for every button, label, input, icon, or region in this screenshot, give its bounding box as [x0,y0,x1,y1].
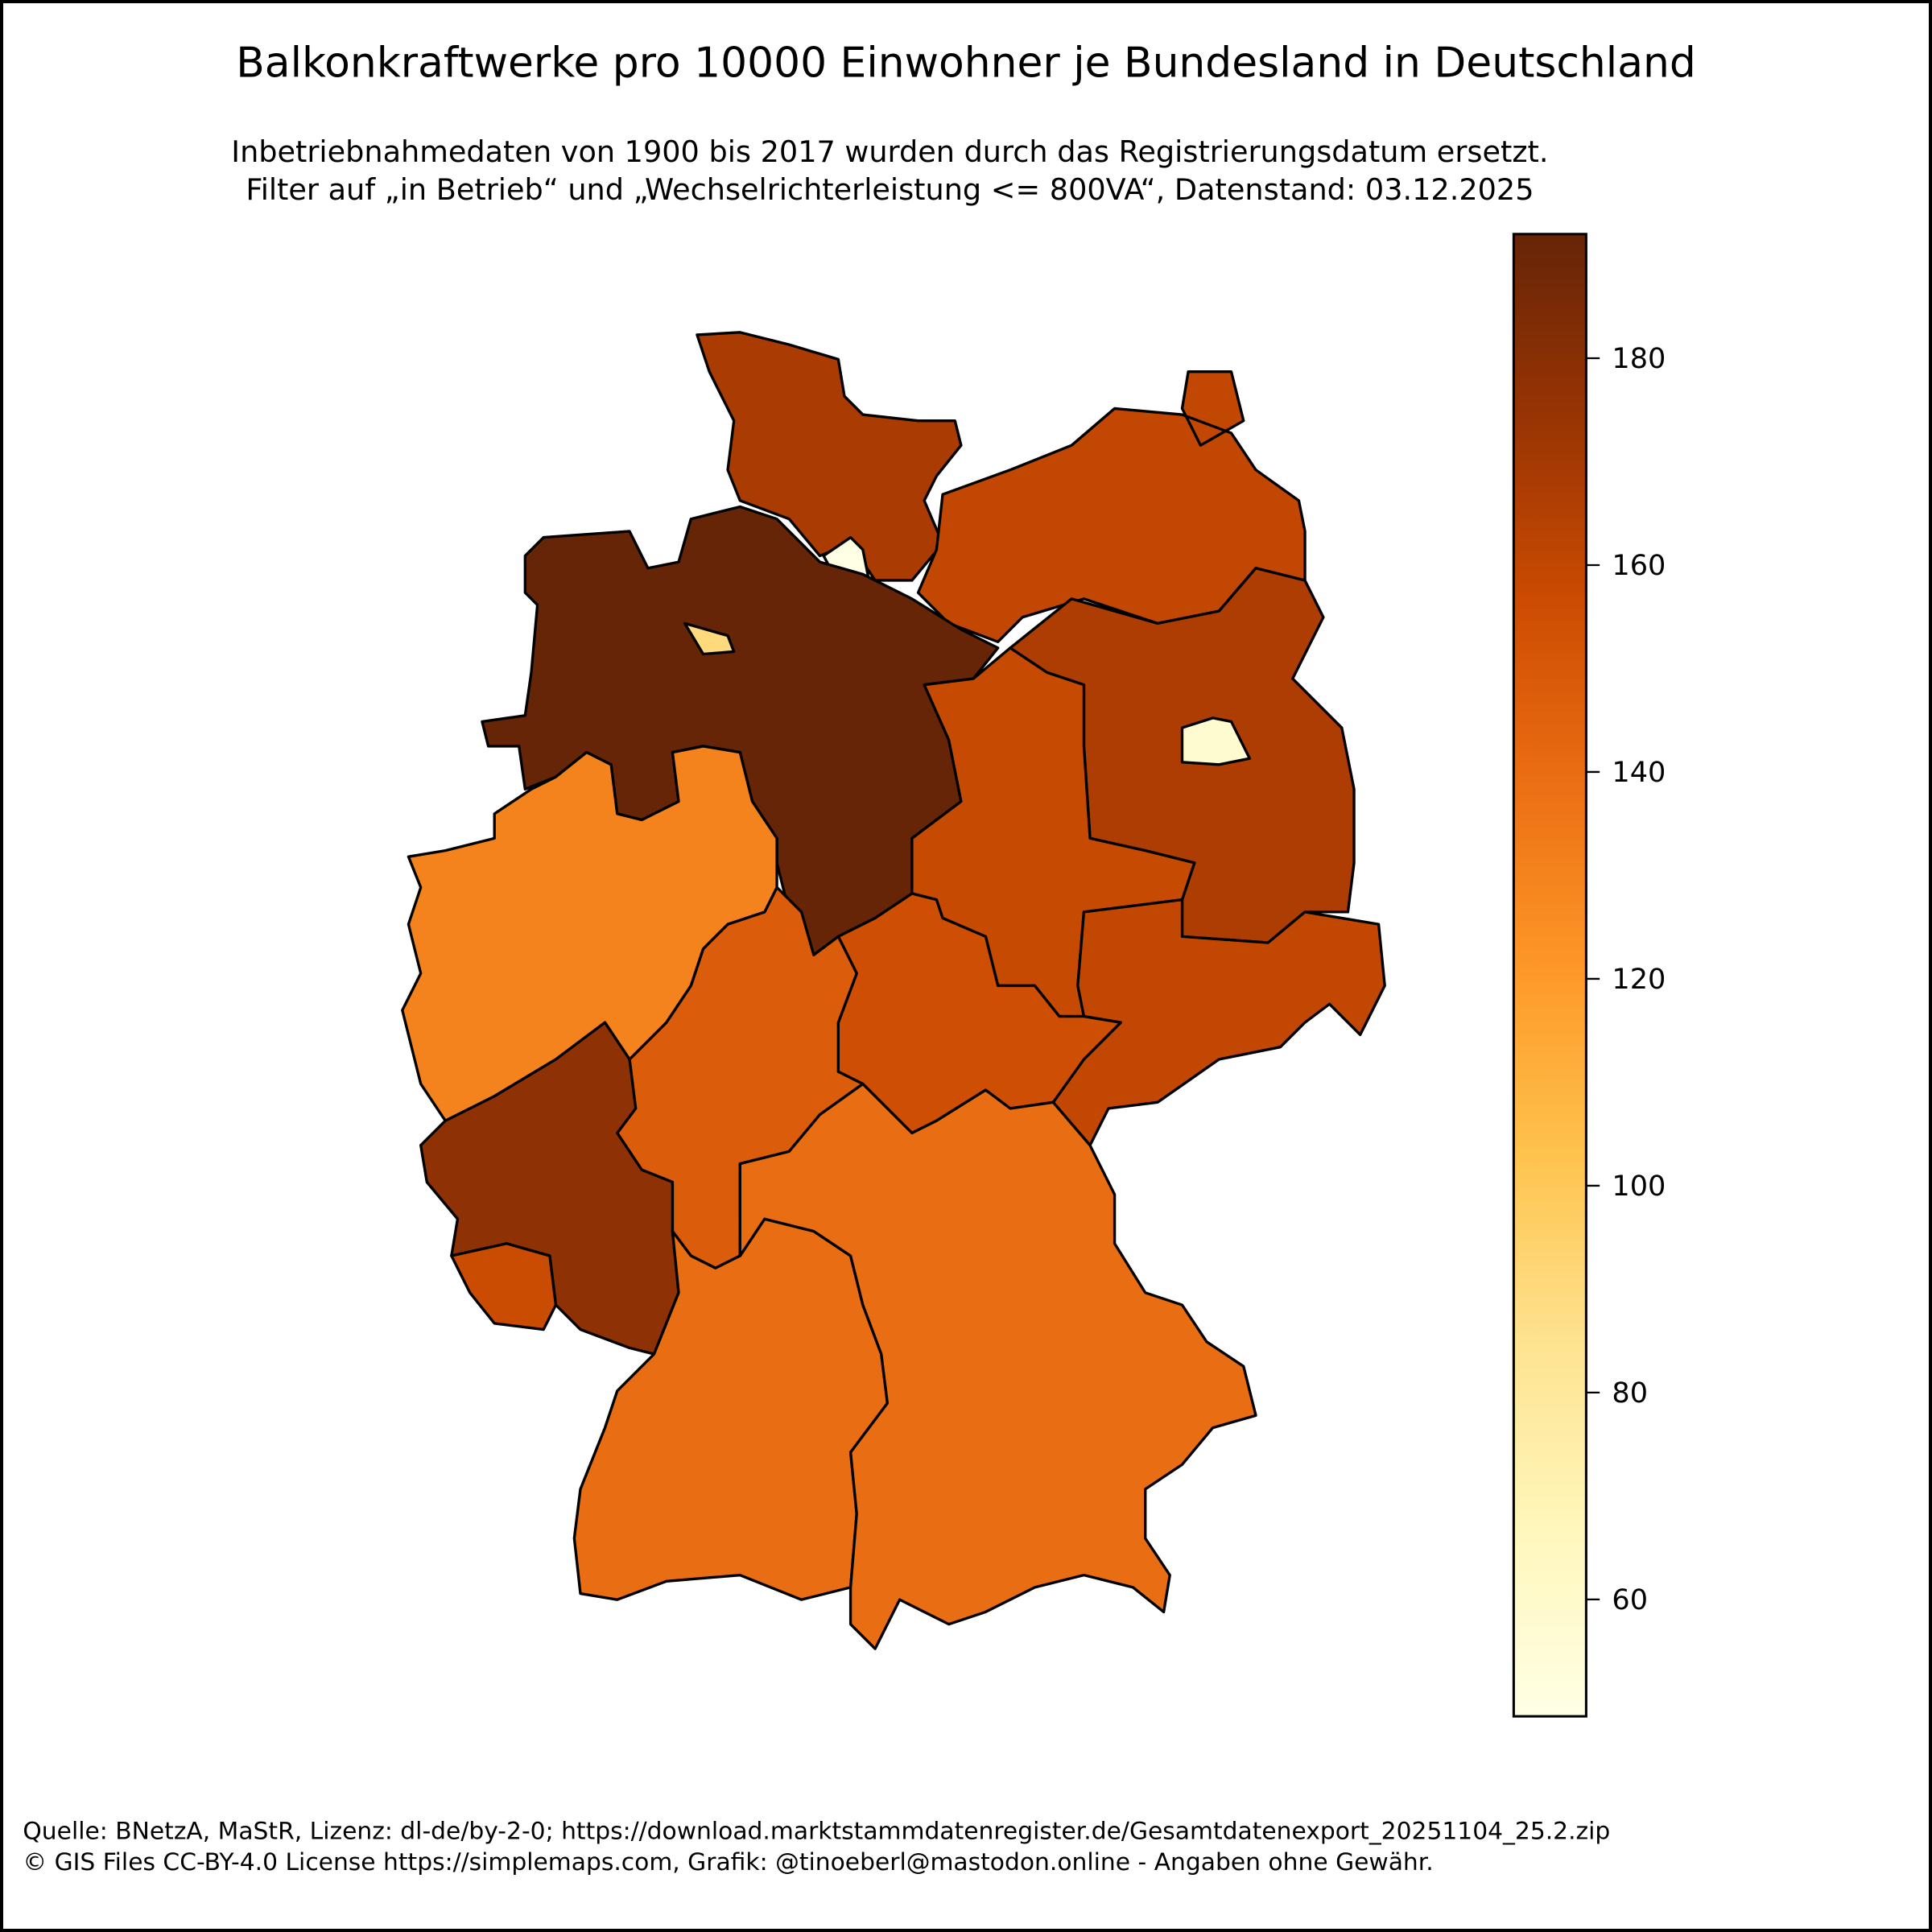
state-bremen [683,621,736,656]
state-saarland [450,1242,558,1331]
subtitle-line-2: Filter auf „in Betrieb“ und „Wechselrich… [246,172,1534,207]
colorbar-tick-label: 80 [1612,1377,1648,1410]
map-figure: Balkonkraftwerke pro 10000 Einwohner je … [23,39,1696,1876]
footer-credits: © GIS Files CC-BY-4.0 License https://si… [23,1848,1433,1876]
colorbar-gradient [1512,233,1587,1718]
colorbar-tick-label: 160 [1612,549,1666,582]
state-nordrhein-westfalen [401,745,778,1122]
chart-title: Balkonkraftwerke pro 10000 Einwohner je … [236,39,1696,88]
colorbar: 60 80 100 120 140 160 180 [1512,233,1666,1718]
colorbar-tick-label: 100 [1612,1170,1666,1203]
colorbar-tick-label: 60 [1612,1583,1648,1616]
state-berlin [1180,716,1252,766]
footer-source: Quelle: BNetzA, MaStR, Lizenz: dl-de/by-… [23,1818,1610,1846]
state-bayern [738,1082,1257,1650]
state-schleswig-holstein [696,331,963,582]
germany-map [401,331,1386,1650]
subtitle-line-1: Inbetriebnahmedaten von 1900 bis 2017 wu… [231,134,1548,169]
colorbar-tick-label: 180 [1612,342,1666,375]
colorbar-tick-label: 120 [1612,963,1666,996]
colorbar-tick-label: 140 [1612,756,1666,789]
colorbar-ticks: 60 80 100 120 140 160 180 [1586,342,1666,1616]
